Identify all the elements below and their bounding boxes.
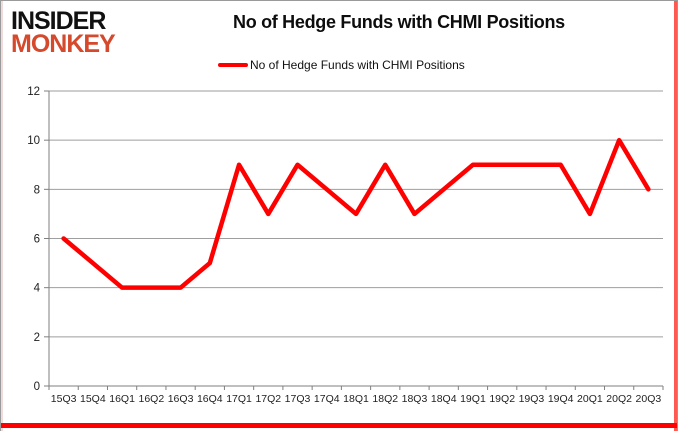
data-line — [61, 137, 651, 290]
x-tick-label: 19Q4 — [548, 393, 574, 405]
x-tick-label: 19Q1 — [460, 393, 486, 405]
legend-line-marker — [218, 63, 248, 67]
y-tick-label: 0 — [34, 381, 40, 393]
x-tick-label: 15Q3 — [51, 393, 77, 405]
y-tick-label: 2 — [34, 332, 40, 344]
x-tick-label: 16Q3 — [168, 393, 194, 405]
frame-right-edge — [674, 1, 677, 431]
y-tick-label: 6 — [34, 234, 40, 246]
x-tick-label: 17Q3 — [285, 393, 311, 405]
x-tick-label: 18Q3 — [402, 393, 428, 405]
x-tick-label: 20Q1 — [577, 393, 603, 405]
chart-title: No of Hedge Funds with CHMI Positions — [233, 12, 565, 32]
x-tick-label: 15Q4 — [80, 393, 106, 405]
logo-insider-text: INSIDER — [11, 7, 106, 35]
x-tick-label: 16Q4 — [197, 393, 223, 405]
y-tick-label: 10 — [27, 135, 40, 147]
x-tick-label: 16Q2 — [138, 393, 164, 405]
frame-bottom-red-band — [1, 423, 677, 428]
x-tick-label: 19Q2 — [489, 393, 515, 405]
y-tick-label: 8 — [34, 184, 40, 196]
x-tick-label: 18Q1 — [343, 393, 369, 405]
x-tick-label: 16Q1 — [109, 393, 135, 405]
x-tick-label: 17Q2 — [255, 393, 281, 405]
x-tick-label: 17Q4 — [314, 393, 340, 405]
x-tick-label: 19Q3 — [519, 393, 545, 405]
y-tick-label: 12 — [27, 86, 40, 98]
x-tick-label: 17Q1 — [226, 393, 252, 405]
insider-monkey-logo: INSIDER MONKEY — [11, 7, 116, 58]
x-tick-label: 18Q4 — [431, 393, 457, 405]
legend-label: No of Hedge Funds with CHMI Positions — [250, 58, 465, 72]
frame-left-edge — [1, 1, 3, 431]
x-tick-label: 20Q3 — [636, 393, 662, 405]
logo-monkey-text: MONKEY — [11, 30, 116, 58]
x-tick-label: 18Q2 — [372, 393, 398, 405]
legend: No of Hedge Funds with CHMI Positions — [218, 58, 465, 72]
y-tick-label: 4 — [34, 283, 41, 295]
x-tick-label: 20Q2 — [606, 393, 632, 405]
